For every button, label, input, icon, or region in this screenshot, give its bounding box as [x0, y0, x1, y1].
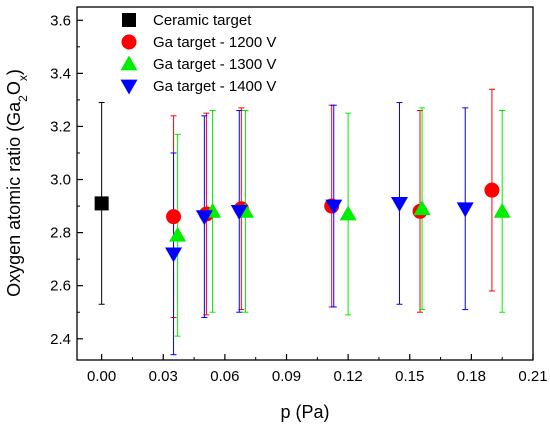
plot-frame [76, 6, 534, 361]
y-axis-title: Oxygen atomic ratio (Ga2Ox) [4, 69, 30, 297]
legend-marker [120, 79, 138, 95]
data-point [484, 182, 500, 198]
x-tick-label: 0.06 [210, 368, 239, 385]
data-point [165, 247, 183, 263]
data-point [94, 196, 109, 211]
data-point [230, 204, 248, 220]
y-axis: 2.4 2.6 2.8 3.0 3.2 3.4 3.6 [50, 12, 83, 348]
y-tick-label: 2.4 [50, 331, 71, 348]
x-tick-label: 0.15 [395, 368, 424, 385]
y-tick-label: 2.6 [50, 278, 71, 295]
x-tick-label: 0.21 [518, 368, 547, 385]
data-point [169, 226, 187, 242]
x-tick-label: 0.03 [149, 368, 178, 385]
data-point [166, 209, 182, 225]
x-tick-label: 0.18 [457, 368, 486, 385]
plot-area [76, 6, 534, 361]
legend-marker [120, 55, 138, 71]
data-point [325, 199, 343, 215]
x-tick-label: 0.09 [272, 368, 301, 385]
y-tick-label: 3.2 [50, 118, 71, 135]
legend-label: Ceramic target [153, 12, 252, 29]
error-bars [98, 88, 506, 356]
data-point [390, 197, 408, 212]
data-point [456, 202, 474, 218]
data-point [413, 200, 431, 216]
x-tick-label: 0.00 [87, 368, 116, 385]
data-point [339, 205, 357, 221]
y-axis-title-sub2: x [16, 75, 30, 81]
y-axis-title-sub1: 2 [16, 95, 30, 102]
y-axis-title-mid: O [4, 81, 24, 95]
y-tick-label: 3.0 [50, 172, 71, 189]
legend-label: Ga target - 1200 V [153, 34, 276, 51]
legend-marker [122, 13, 136, 27]
x-axis: 0.00 0.03 0.06 0.09 0.12 0.15 0.18 0.21 [87, 354, 548, 385]
y-tick-label: 2.8 [50, 225, 71, 242]
y-tick-label: 3.6 [50, 12, 71, 29]
x-tick-label: 0.12 [334, 368, 363, 385]
x-axis-title: p (Pa) [280, 402, 329, 422]
data-point [195, 210, 213, 226]
legend-marker [121, 34, 137, 50]
y-axis-title-end: ) [4, 69, 24, 75]
y-tick-label: 3.4 [50, 65, 71, 82]
y-axis-title-main: Oxygen atomic ratio (Ga [4, 101, 24, 297]
legend-label: Ga target - 1400 V [153, 78, 276, 95]
legend-label: Ga target - 1300 V [153, 56, 276, 73]
data-point [493, 202, 511, 218]
legend: Ceramic target Ga target - 1200 V Ga targe… [120, 12, 276, 95]
data-markers [94, 182, 511, 263]
